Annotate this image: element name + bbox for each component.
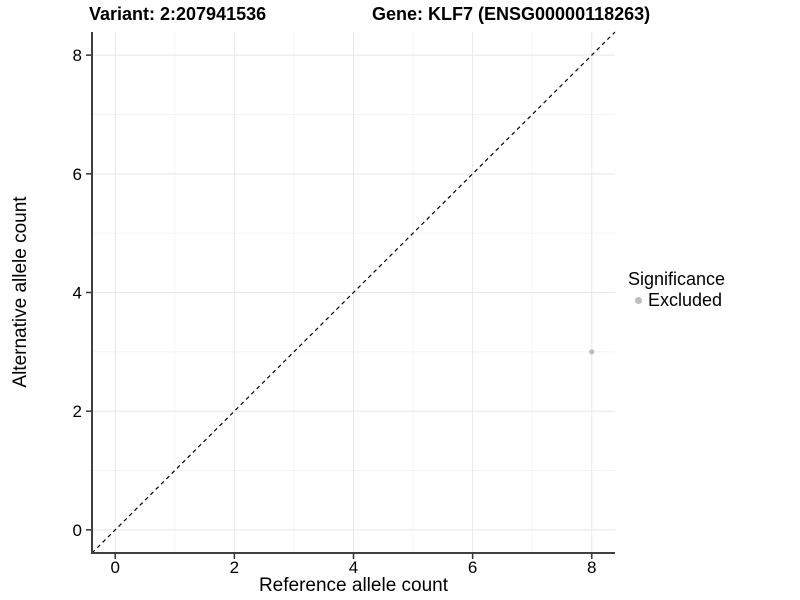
y-tick-label: 6 <box>73 165 82 184</box>
x-axis-label: Reference allele count <box>258 575 449 596</box>
variant-title: Variant: 2:207941536 <box>89 4 267 24</box>
y-tick-label: 8 <box>73 46 82 65</box>
legend-entry-excluded: Excluded <box>628 290 725 311</box>
x-tick-label: 6 <box>468 558 477 577</box>
y-axis-label: Alternative allele count <box>10 196 31 388</box>
y-tick-label: 4 <box>73 284 82 303</box>
legend-dot-icon <box>635 297 642 304</box>
x-tick-label: 0 <box>110 558 119 577</box>
legend-entry-label: Excluded <box>648 290 723 310</box>
legend-title: Significance <box>628 269 726 289</box>
data-point <box>589 349 595 355</box>
y-tick-label: 0 <box>73 521 82 540</box>
x-tick-label: 2 <box>230 558 239 577</box>
gene-title: Gene: KLF7 (ENSG00000118263) <box>372 4 651 24</box>
x-tick-label: 4 <box>349 558 358 577</box>
identity-line <box>91 31 616 554</box>
legend: Significance Excluded <box>628 269 725 311</box>
y-tick-label: 2 <box>73 402 82 421</box>
x-tick-label: 8 <box>587 558 596 577</box>
